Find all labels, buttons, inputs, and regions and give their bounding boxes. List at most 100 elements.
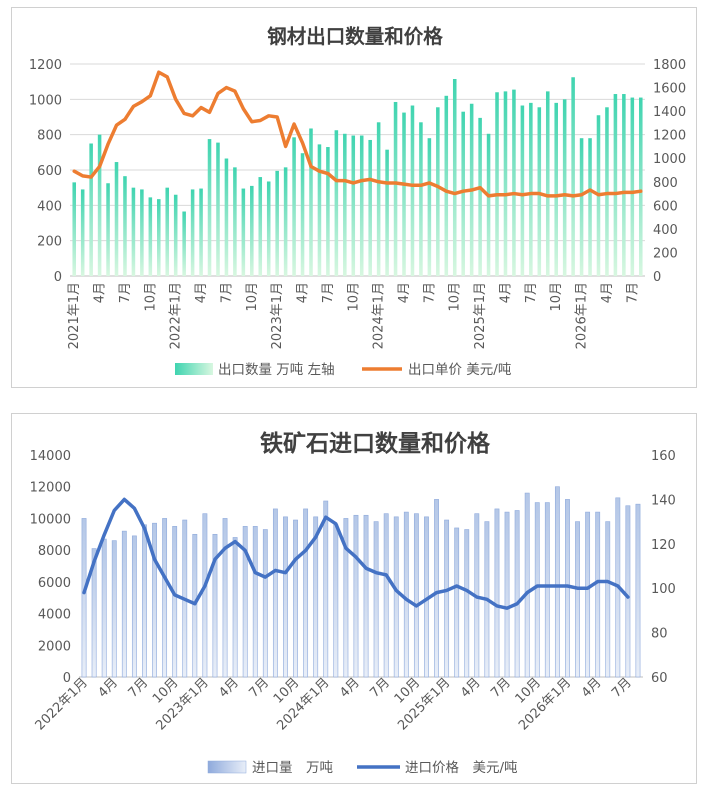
x-axis-tick-label: 10月: [346, 282, 361, 312]
x-axis-tick-label: 7月: [422, 282, 437, 303]
bar: [131, 187, 136, 276]
bar: [520, 105, 525, 277]
x-axis-tick-label: 7月: [321, 282, 336, 303]
bar: [529, 102, 533, 276]
right-axis-tick-label: 1000: [653, 152, 686, 167]
right-axis-tick-label: 0: [653, 270, 661, 285]
x-axis-tick-label: 4月: [93, 282, 108, 303]
left-axis-tick-label: 600: [37, 164, 62, 179]
bar: [309, 128, 313, 276]
x-axis-tick-label: 10月: [245, 282, 260, 312]
x-axis-tick-label: 2021年1月: [67, 282, 82, 349]
left-axis-tick-label: 1000: [29, 93, 62, 108]
bar: [545, 91, 550, 276]
bar: [410, 105, 415, 277]
bar: [588, 138, 592, 276]
bar: [393, 101, 398, 276]
left-axis-ticks: 0 200 400 600 800 1000 1200: [29, 58, 62, 285]
steel-export-chart: 钢材出口数量和价格 0 200 400 600 800 1000 1200 0 200 400 6…: [29, 25, 686, 378]
right-axis-tick-label: 400: [653, 223, 678, 238]
x-axis-tick-label: 10月: [143, 282, 158, 312]
bar-series: [72, 77, 643, 277]
bar: [622, 94, 626, 277]
bar: [148, 197, 153, 276]
bar: [72, 182, 77, 276]
bar: [359, 135, 364, 276]
line-series-path: [72, 70, 643, 198]
x-axis-tick-label: 10月: [448, 282, 463, 312]
bar: [266, 181, 271, 276]
legend-swatch-bar: [175, 363, 213, 375]
right-axis-tick-label: 200: [653, 246, 678, 261]
gridlines: [70, 63, 645, 277]
right-axis-ticks: 0 200 400 600 800 1000 1200 1400 1600 1800: [653, 58, 686, 285]
bar: [436, 107, 440, 277]
legend-label-line: 出口单价 美元/吨: [408, 362, 511, 378]
x-axis-tick-label: 7月: [219, 282, 234, 303]
legend-label-bar: 出口数量 万吨 左轴: [218, 362, 335, 378]
bar: [638, 97, 643, 276]
bar: [106, 183, 110, 276]
bar: [97, 134, 102, 276]
left-axis-tick-label: 1200: [29, 58, 62, 73]
bar: [300, 153, 305, 276]
bar: [317, 144, 322, 276]
bar: [283, 167, 288, 276]
bar: [182, 211, 186, 276]
right-axis-tick-label: 1400: [653, 105, 686, 120]
right-axis-tick-label: 1200: [653, 129, 686, 144]
x-axis-ticks: 2021年1月 4月 7月 10月 2022年1月 4月 7月 10月 2023年1月 4月 7月 1…: [67, 282, 640, 349]
bar: [140, 189, 144, 276]
bar: [452, 79, 457, 277]
x-axis-tick-label: 2025年1月: [473, 282, 488, 349]
bar: [368, 139, 372, 276]
bar: [275, 170, 279, 276]
x-axis-tick-label: 4月: [296, 282, 311, 303]
bar: [385, 149, 389, 276]
iron-ore-import-chart-panel: [11, 413, 697, 784]
legend: 出口数量 万吨 左轴 出口单价 美元/吨: [175, 362, 511, 378]
bar: [165, 187, 170, 276]
bar: [512, 89, 516, 276]
bar: [199, 188, 203, 276]
panel-gap: [0, 392, 710, 410]
x-axis-tick-label: 2022年1月: [169, 282, 184, 349]
x-axis-tick-label: 10月: [549, 282, 564, 312]
x-axis-tick-label: 7月: [625, 282, 640, 303]
x-axis-tick-label: 4月: [397, 282, 412, 303]
bar: [224, 158, 229, 276]
bar: [605, 107, 609, 277]
bar: [233, 167, 237, 276]
chart-title: 钢材出口数量和价格: [267, 25, 443, 48]
x-axis-tick-label: 4月: [498, 282, 513, 303]
bar: [216, 142, 220, 276]
bar: [89, 143, 93, 276]
bar: [495, 92, 499, 277]
bar: [258, 177, 263, 276]
bar: [402, 112, 406, 276]
right-axis-tick-label: 800: [653, 176, 678, 191]
bar: [630, 97, 635, 276]
bar: [190, 189, 195, 276]
bar: [562, 99, 567, 276]
bar: [250, 185, 254, 276]
bar: [613, 94, 618, 277]
left-axis-tick-label: 200: [37, 235, 62, 250]
bar: [537, 107, 542, 277]
x-axis-tick-label: 7月: [524, 282, 539, 303]
left-axis-tick-label: 0: [54, 270, 62, 285]
x-axis-tick-label: 7月: [118, 282, 133, 303]
bar: [579, 138, 584, 276]
bar: [554, 102, 558, 276]
bar: [503, 91, 508, 276]
x-axis-tick-label: 2023年1月: [270, 282, 285, 349]
x-axis-tick-label: 2026年1月: [575, 282, 590, 349]
bar: [173, 194, 178, 276]
bar: [123, 176, 127, 276]
bar: [292, 137, 296, 276]
left-axis-tick-label: 400: [37, 199, 62, 214]
x-axis-tick-label: 2024年1月: [372, 282, 387, 349]
x-axis-tick-label: 4月: [600, 282, 615, 303]
bar: [241, 188, 246, 276]
bar: [157, 199, 161, 276]
